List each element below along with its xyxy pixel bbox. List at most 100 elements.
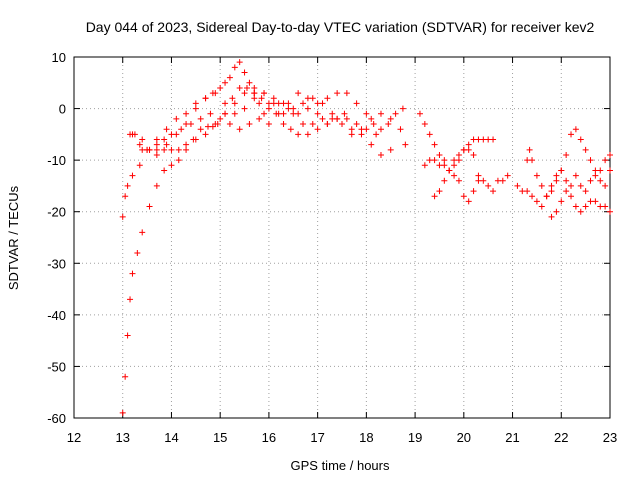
x-tick-label: 17 [310, 430, 324, 445]
grid-lines [74, 57, 610, 418]
data-point [538, 203, 545, 210]
data-point [460, 193, 467, 200]
y-tick-label: -60 [47, 411, 66, 426]
data-point [161, 167, 168, 174]
data-point [163, 141, 170, 148]
data-point [370, 121, 377, 128]
data-point [161, 136, 168, 143]
data-point [568, 193, 575, 200]
data-point [146, 203, 153, 210]
data-point [514, 182, 521, 189]
data-point [280, 121, 287, 128]
data-point [153, 182, 160, 189]
data-point [607, 167, 613, 174]
data-point [226, 121, 233, 128]
data-point [222, 100, 229, 107]
data-point [119, 409, 126, 416]
data-point [231, 100, 238, 107]
data-point [563, 151, 570, 158]
data-point [387, 146, 394, 153]
y-tick-label: -30 [47, 256, 66, 271]
data-point [431, 193, 438, 200]
x-tick-label: 18 [359, 430, 373, 445]
data-point [304, 105, 311, 112]
data-point [577, 182, 584, 189]
y-tick-label: 0 [59, 102, 66, 117]
data-point [563, 188, 570, 195]
data-point [183, 110, 190, 117]
data-point [265, 105, 272, 112]
data-point [192, 105, 199, 112]
x-tick-label: 21 [505, 430, 519, 445]
data-point [568, 131, 575, 138]
x-tick-label: 14 [164, 430, 178, 445]
data-point [258, 95, 265, 102]
data-point [465, 146, 472, 153]
data-point [363, 110, 370, 117]
x-tick-label: 23 [603, 430, 617, 445]
data-point [127, 296, 134, 303]
x-axis-label: GPS time / hours [291, 458, 390, 473]
y-tick-label: -40 [47, 308, 66, 323]
data-point [163, 126, 170, 133]
data-point [285, 105, 292, 112]
data-point [348, 126, 355, 133]
data-point [202, 131, 209, 138]
data-point [373, 131, 380, 138]
x-tick-label: 16 [262, 430, 276, 445]
data-point [455, 177, 462, 184]
data-point [175, 146, 182, 153]
data-point [582, 203, 589, 210]
data-point [543, 193, 550, 200]
data-point [131, 131, 138, 138]
data-point [314, 100, 321, 107]
data-point [295, 90, 302, 97]
data-point [392, 110, 399, 117]
data-point [602, 203, 609, 210]
data-point [436, 188, 443, 195]
data-point [426, 131, 433, 138]
data-point [231, 110, 238, 117]
data-point [451, 157, 458, 164]
data-point [538, 182, 545, 189]
data-point [582, 188, 589, 195]
series-arc-5 [127, 84, 409, 158]
data-point [387, 115, 394, 122]
data-point [168, 146, 175, 153]
data-point [314, 126, 321, 133]
series-arc-6 [416, 110, 497, 174]
data-point [139, 229, 146, 236]
data-point [329, 115, 336, 122]
data-point [572, 203, 579, 210]
x-tick-label: 12 [67, 430, 81, 445]
data-point [431, 141, 438, 148]
data-point [377, 126, 384, 133]
data-point [329, 110, 336, 117]
data-point [129, 270, 136, 277]
data-point [602, 182, 609, 189]
data-point [485, 182, 492, 189]
data-point [324, 95, 331, 102]
data-point [451, 162, 458, 169]
data-point [339, 121, 345, 128]
data-point [197, 126, 204, 133]
data-point [241, 90, 248, 97]
data-point [175, 157, 182, 164]
data-point [577, 136, 584, 143]
data-point [241, 69, 248, 76]
data-point [568, 182, 575, 189]
data-point [146, 146, 153, 153]
data-point [124, 182, 131, 189]
data-point [192, 100, 199, 107]
data-point [295, 131, 302, 138]
data-point [377, 110, 384, 117]
data-point [558, 198, 565, 205]
data-point [134, 249, 141, 256]
data-point [168, 162, 175, 169]
data-point [368, 115, 375, 122]
data-point [265, 121, 272, 128]
data-point [353, 121, 360, 128]
data-point [582, 146, 589, 153]
data-point [587, 177, 594, 184]
data-point [524, 188, 531, 195]
